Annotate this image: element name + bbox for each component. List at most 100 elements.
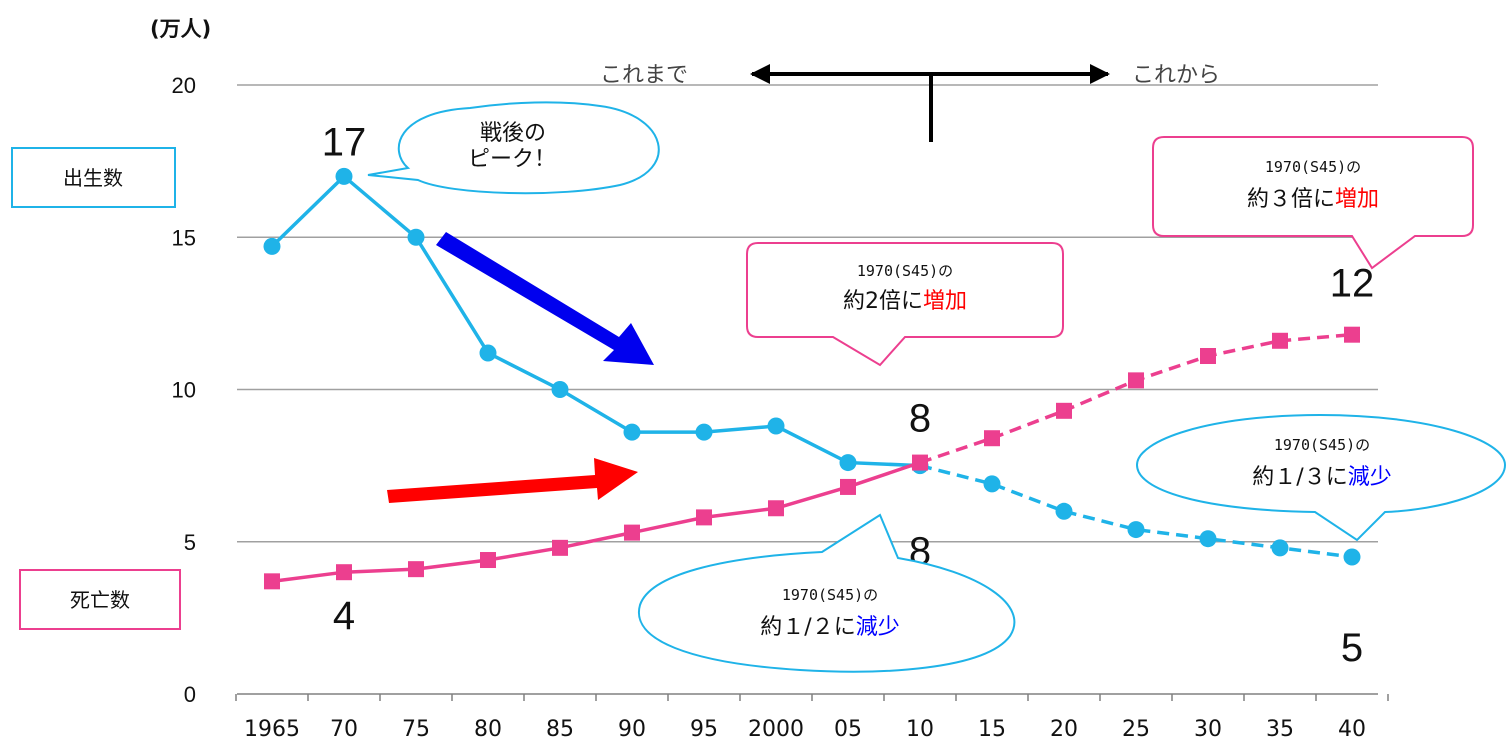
data-point xyxy=(1199,530,1217,548)
data-point xyxy=(1128,372,1144,389)
x-tick-label: 20 xyxy=(1050,717,1078,742)
callout-deaths-2040-pre: 約３倍に xyxy=(1247,187,1335,212)
x-tick-label: 70 xyxy=(330,717,358,742)
header-right-text: これから xyxy=(1132,63,1220,88)
data-point xyxy=(767,417,785,435)
callout-births-2010-pre: 約１/２に xyxy=(760,615,855,640)
data-point xyxy=(912,454,928,471)
data-point xyxy=(1056,402,1072,419)
data-point xyxy=(984,430,1000,447)
legend-deaths: 死亡数 xyxy=(19,569,181,630)
data-point xyxy=(1271,539,1289,557)
callout-births-2010-hi: 減少 xyxy=(856,615,900,640)
callout-births-2040-line1: 1970(S45)の xyxy=(1274,436,1370,454)
data-point xyxy=(336,564,352,581)
series-line-solid xyxy=(270,173,921,468)
y-tick-label: 5 xyxy=(184,530,196,555)
y-tick-label: 15 xyxy=(172,225,196,250)
data-point xyxy=(1127,521,1145,539)
legend-births-box xyxy=(11,147,176,208)
y-tick-label: 10 xyxy=(172,378,196,403)
callout-births-2010-bubble xyxy=(637,513,1016,673)
callout-deaths-2040-line1: 1970(S45)の xyxy=(1265,158,1361,176)
series-births xyxy=(263,167,1361,566)
data-point xyxy=(768,500,784,517)
trend-arrow-up xyxy=(387,458,638,503)
data-point xyxy=(480,552,496,569)
data-point xyxy=(983,475,1001,493)
callout-deaths-2040: 1970(S45)の 約３倍に増加 xyxy=(1152,136,1474,270)
callout-deaths-2010-bubble xyxy=(746,242,1064,367)
x-tick-label: 10 xyxy=(906,717,934,742)
callout-births-2010: 1970(S45)の 約１/２に減少 xyxy=(637,513,1016,673)
callout-births-2010-line1: 1970(S45)の xyxy=(782,586,878,604)
legend-births: 出生数 xyxy=(11,147,176,208)
callout-peak-line1: 戦後の xyxy=(480,121,546,146)
x-tick-label: 05 xyxy=(834,717,862,742)
series-line-solid xyxy=(271,460,921,584)
x-tick-label: 2000 xyxy=(748,717,804,742)
x-tick-label: 40 xyxy=(1338,717,1366,742)
data-point xyxy=(407,228,425,246)
callout-deaths-2010-line2: 約2倍に増加 xyxy=(843,289,967,314)
callout-births-2040-pre: 約１/３に xyxy=(1252,465,1347,490)
data-point xyxy=(839,454,857,472)
data-point xyxy=(624,524,640,541)
y-tick-label: 0 xyxy=(184,682,196,707)
callout-births-2040-hi: 減少 xyxy=(1348,465,1392,490)
y-tick-label: 20 xyxy=(172,73,196,98)
callout-peak: 戦後の ピーク！ xyxy=(367,101,660,195)
data-point xyxy=(552,539,568,556)
callout-deaths-2040-hi: 増加 xyxy=(1335,187,1379,212)
header-left-text: これまで xyxy=(600,63,688,88)
callout-births-2040-line2: 約１/３に減少 xyxy=(1252,465,1391,490)
data-point xyxy=(695,423,713,441)
x-tick-label: 15 xyxy=(978,717,1006,742)
data-point xyxy=(840,478,856,495)
legend-births-text: 出生数 xyxy=(63,166,123,190)
series-deaths xyxy=(264,326,1360,590)
callout-births-2040: 1970(S45)の 約１/３に減少 xyxy=(1135,413,1507,542)
data-point xyxy=(1055,502,1073,520)
period-header: これまで これから xyxy=(600,63,1220,142)
callout-deaths-2010-line1: 1970(S45)の xyxy=(857,262,953,280)
x-tick-label: 80 xyxy=(474,717,502,742)
data-point xyxy=(1272,332,1288,349)
x-tick-labels: 1965 70 75 80 85 90 95 2000 05 10 15 20 25 30 35 40 xyxy=(244,717,1366,742)
x-tick-label: 1965 xyxy=(244,717,300,742)
x-tick-label: 85 xyxy=(546,717,574,742)
trend-arrow-down xyxy=(436,232,654,365)
data-point xyxy=(1343,548,1361,566)
value-label: 8 xyxy=(909,397,931,441)
x-tick-label: 35 xyxy=(1266,717,1294,742)
data-point xyxy=(1200,348,1216,365)
callout-deaths-2040-line2: 約３倍に増加 xyxy=(1247,187,1379,212)
value-label: 12 xyxy=(1330,262,1375,306)
value-label: 5 xyxy=(1341,626,1363,670)
data-point xyxy=(335,167,353,185)
data-point xyxy=(264,573,280,590)
data-point xyxy=(1344,326,1360,343)
legend-deaths-text: 死亡数 xyxy=(70,588,130,612)
value-label: 4 xyxy=(333,594,355,638)
y-tick-labels: 0 5 10 15 20 xyxy=(172,73,196,707)
x-axis xyxy=(235,693,1389,701)
series-layer xyxy=(263,167,1361,590)
x-tick-label: 30 xyxy=(1194,717,1222,742)
data-point xyxy=(551,381,569,398)
x-tick-label: 75 xyxy=(402,717,430,742)
unit-label: (万人) xyxy=(150,17,211,41)
callout-births-2010-line2: 約１/２に減少 xyxy=(760,615,899,640)
gridlines xyxy=(237,84,1378,543)
callout-deaths-2010: 1970(S45)の 約2倍に増加 xyxy=(746,242,1064,367)
data-point xyxy=(408,561,424,578)
callout-deaths-2010-pre: 約2倍に xyxy=(843,289,923,314)
callout-peak-bubble xyxy=(367,101,660,195)
callout-births-2040-bubble xyxy=(1135,413,1507,542)
legend-deaths-box xyxy=(19,569,181,630)
x-tick-label: 25 xyxy=(1122,717,1150,742)
data-point xyxy=(479,344,497,362)
x-tick-label: 90 xyxy=(618,717,646,742)
data-point xyxy=(623,423,641,441)
callout-deaths-2040-bubble xyxy=(1152,136,1474,270)
